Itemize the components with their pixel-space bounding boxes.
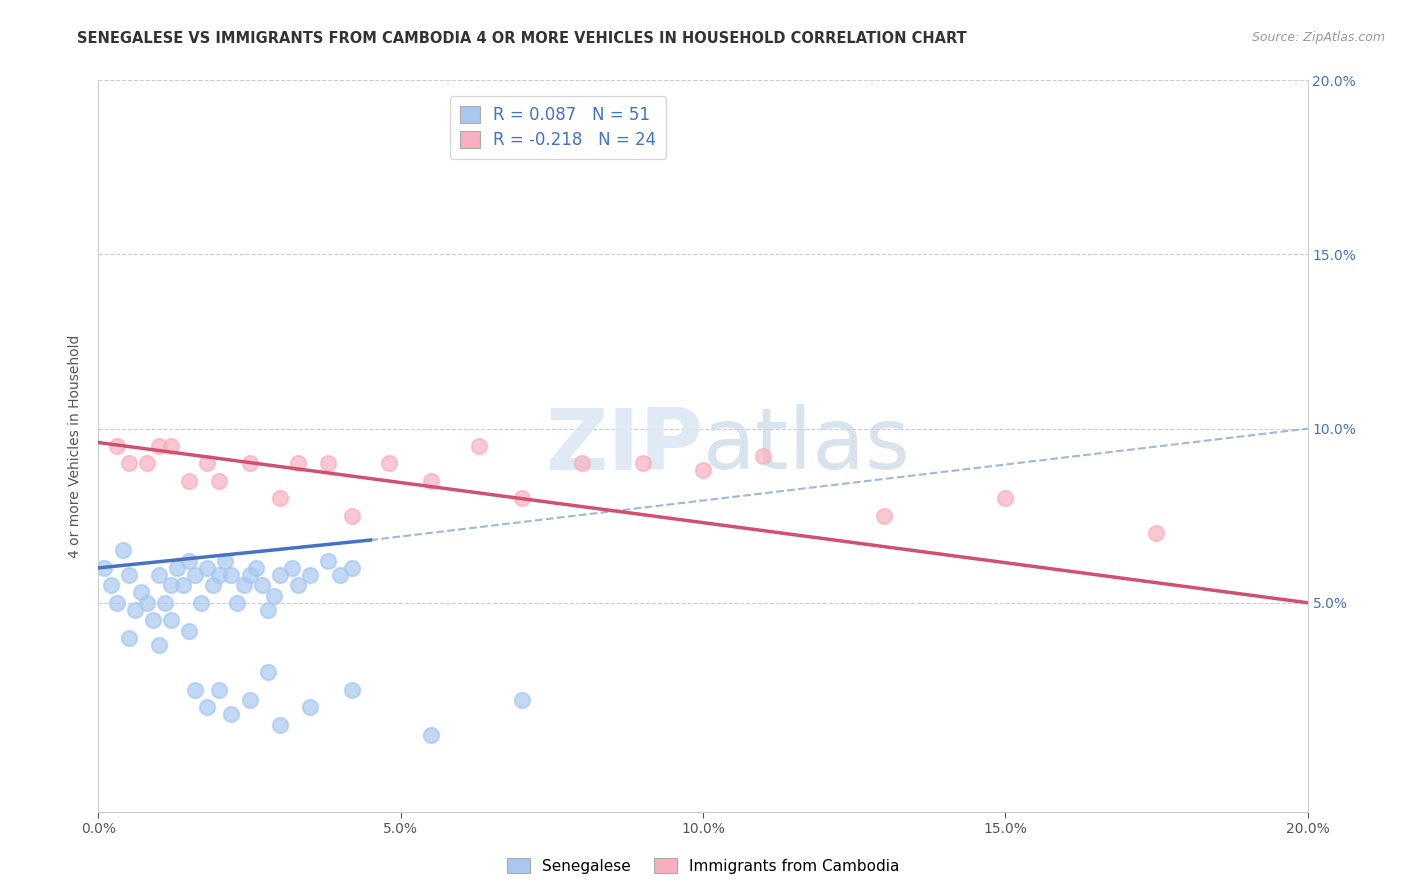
Point bbox=[135, 596, 157, 610]
Point bbox=[873, 508, 896, 523]
Point bbox=[179, 474, 201, 488]
Point bbox=[105, 439, 128, 453]
Point bbox=[195, 561, 218, 575]
Point bbox=[250, 578, 273, 592]
Point bbox=[752, 450, 775, 464]
Point bbox=[256, 665, 278, 680]
Point bbox=[208, 567, 231, 582]
Point bbox=[269, 491, 291, 506]
Point bbox=[184, 682, 207, 697]
Point bbox=[342, 682, 364, 697]
Point bbox=[190, 596, 212, 610]
Point bbox=[420, 728, 443, 742]
Point bbox=[118, 567, 141, 582]
Point bbox=[208, 682, 231, 697]
Point bbox=[329, 567, 352, 582]
Point bbox=[239, 567, 262, 582]
Point bbox=[571, 457, 593, 471]
Point bbox=[221, 567, 243, 582]
Point bbox=[195, 700, 218, 714]
Point bbox=[316, 554, 339, 568]
Point bbox=[510, 491, 533, 506]
Point bbox=[269, 717, 291, 731]
Point bbox=[1144, 526, 1167, 541]
Point bbox=[172, 578, 194, 592]
Point bbox=[299, 567, 322, 582]
Point bbox=[111, 543, 134, 558]
Point bbox=[245, 561, 267, 575]
Text: SENEGALESE VS IMMIGRANTS FROM CAMBODIA 4 OR MORE VEHICLES IN HOUSEHOLD CORRELATI: SENEGALESE VS IMMIGRANTS FROM CAMBODIA 4… bbox=[77, 31, 967, 46]
Point bbox=[287, 457, 309, 471]
Point bbox=[510, 693, 533, 707]
Point bbox=[420, 474, 443, 488]
Text: ZIP: ZIP bbox=[546, 404, 703, 488]
Point bbox=[256, 603, 278, 617]
Point bbox=[239, 457, 262, 471]
Point bbox=[692, 463, 714, 477]
Point bbox=[631, 457, 654, 471]
Point bbox=[179, 554, 201, 568]
Point bbox=[184, 567, 207, 582]
Point bbox=[214, 554, 236, 568]
Point bbox=[299, 700, 322, 714]
Point bbox=[124, 603, 146, 617]
Point bbox=[269, 567, 291, 582]
Text: atlas: atlas bbox=[703, 404, 911, 488]
Point bbox=[160, 613, 183, 627]
Point bbox=[281, 561, 304, 575]
Point bbox=[232, 578, 254, 592]
Point bbox=[118, 631, 141, 645]
Point bbox=[195, 457, 218, 471]
Point bbox=[342, 561, 364, 575]
Point bbox=[179, 624, 201, 638]
Point bbox=[105, 596, 128, 610]
Point bbox=[994, 491, 1017, 506]
Point bbox=[148, 567, 170, 582]
Point bbox=[208, 474, 231, 488]
Legend: R = 0.087   N = 51, R = -0.218   N = 24: R = 0.087 N = 51, R = -0.218 N = 24 bbox=[450, 96, 666, 159]
Point bbox=[148, 638, 170, 652]
Point bbox=[160, 578, 183, 592]
Point bbox=[316, 457, 339, 471]
Legend: Senegalese, Immigrants from Cambodia: Senegalese, Immigrants from Cambodia bbox=[501, 852, 905, 880]
Point bbox=[287, 578, 309, 592]
Point bbox=[342, 508, 364, 523]
Y-axis label: 4 or more Vehicles in Household: 4 or more Vehicles in Household bbox=[69, 334, 83, 558]
Point bbox=[153, 596, 176, 610]
Text: Source: ZipAtlas.com: Source: ZipAtlas.com bbox=[1251, 31, 1385, 45]
Point bbox=[93, 561, 115, 575]
Point bbox=[160, 439, 183, 453]
Point bbox=[226, 596, 249, 610]
Point bbox=[118, 457, 141, 471]
Point bbox=[148, 439, 170, 453]
Point bbox=[377, 457, 399, 471]
Point bbox=[202, 578, 225, 592]
Point bbox=[263, 589, 285, 603]
Point bbox=[239, 693, 262, 707]
Point bbox=[468, 439, 491, 453]
Point bbox=[135, 457, 157, 471]
Point bbox=[129, 585, 152, 599]
Point bbox=[166, 561, 188, 575]
Point bbox=[100, 578, 122, 592]
Point bbox=[221, 707, 243, 722]
Point bbox=[142, 613, 165, 627]
